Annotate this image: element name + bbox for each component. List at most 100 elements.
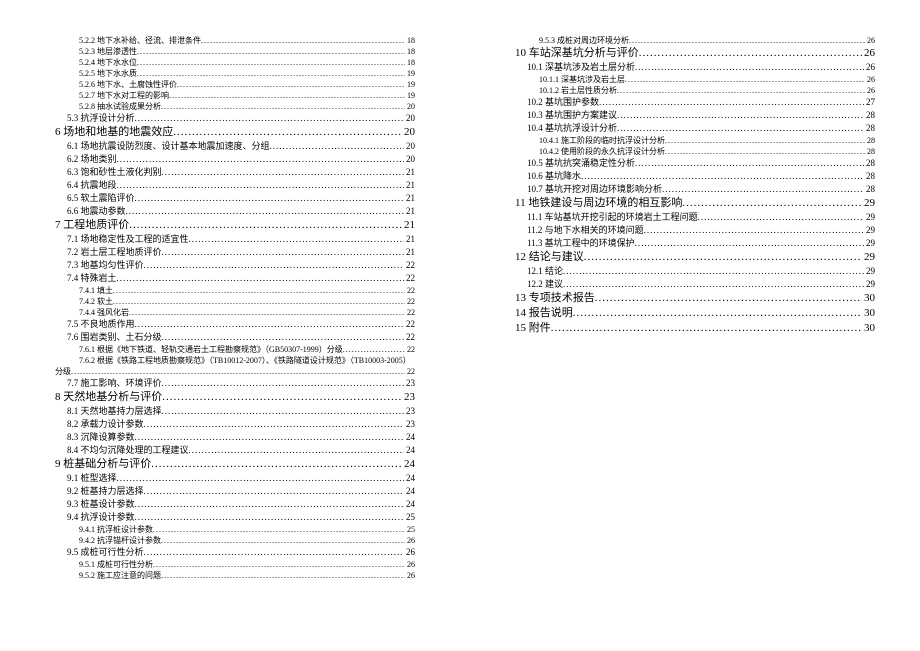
toc-page-number: 20 [404,140,415,153]
toc-page-number: 21 [404,192,415,205]
toc-title: 7.4.1 填土 [79,285,113,296]
toc-title: 9.5.2 施工应注意的问题 [79,570,161,581]
toc-page-number: 23 [404,418,415,431]
toc-page-number: 28 [864,157,875,170]
toc-entry: 11.2 与地下水相关的环境问题29 [515,224,875,237]
toc-page-number: 26 [864,61,875,74]
toc-entry: 6.4 抗震地段 21 [55,179,415,192]
toc-leader-dots [599,96,864,109]
toc-title: 10.4.2 使用阶段的永久抗浮设计分析 [539,146,665,157]
toc-title: 10 车站深基坑分析与评价 [515,46,639,61]
toc-entry: 10.4.1 施工阶段的临时抗浮设计分析28 [515,135,875,146]
toc-leader-dots [665,146,865,157]
toc-entry: 10.7 基坑开挖对周边环境影响分析28 [515,183,875,196]
toc-page-left: 5.2.2 地下水补给、径流、排泄条件185.2.3 地层渗透性185.2.4 … [0,0,460,651]
toc-title: 6.4 抗震地段 [67,179,117,192]
toc-page-right: 9.5.3 成桩对周边环境分析2610 车站深基坑分析与评价2610.1 深基坑… [460,0,920,651]
toc-title: 6.1 场地抗震设防烈度、设计基本地震加速度、分组 [67,140,270,153]
toc-title: 7.5 不良地质作用 [67,318,135,331]
toc-page-number: 22 [404,259,415,272]
toc-entry: 9.5.1 成桩可行性分析26 [55,559,415,570]
toc-title: 10.7 基坑开挖对周边环境影响分析 [527,183,662,196]
toc-entry: 5.3 抗浮设计分析20 [55,112,415,125]
toc-page-number: 21 [404,166,415,179]
toc-page-number: 30 [862,321,875,336]
toc-page-number: 21 [404,179,415,192]
toc-title: 12.2 建议 [527,278,563,291]
toc-title: 14 报告说明 [515,306,573,321]
toc-entry: 7.3 地基均匀性评价22 [55,259,415,272]
toc-leader-dots [135,511,404,524]
toc-leader-dots [129,307,405,318]
toc-entry: 7.6.2 根据《铁路工程地质勘察规范》（TB10012-2007）、《铁路隧道… [55,355,415,366]
toc-page-number: 21 [404,205,415,218]
toc-title: 6.2 场地类别 [67,153,117,166]
toc-title: 5.2.6 地下水、土腐蚀性评价 [79,79,177,90]
toc-title: 7.4 特殊岩土 [67,272,117,285]
toc-leader-dots [144,418,404,431]
toc-entry: 12.2 建议29 [515,278,875,291]
toc-page-number: 22 [405,366,415,377]
toc-entry: 7.1 场地稳定性及工程的适宜性21 [55,233,415,246]
toc-leader-dots [144,259,404,272]
toc-title: 7.7 施工影响、环境评价 [67,377,162,390]
toc-entry: 9.4.1 抗浮桩设计参数25 [55,524,415,535]
toc-leader-dots [153,524,405,535]
toc-page-number: 29 [864,237,875,250]
toc-title: 9.4 抗浮设计参数 [67,511,135,524]
toc-title: 10.1.1 深基坑涉及岩土层 [539,74,625,85]
toc-entry: 12.1 结论29 [515,265,875,278]
toc-title: 10.6 基坑降水 [527,170,581,183]
toc-entry: 13 专项技术报告30 [515,291,875,306]
toc-leader-dots [135,112,404,125]
toc-leader-dots [635,157,864,170]
toc-title: 7.6 围岩类别、土石分级 [67,331,162,344]
toc-page-number: 28 [865,146,875,157]
toc-entry: 6.5 软土震陷评价 21 [55,192,415,205]
toc-title: 13 专项技术报告 [515,291,595,306]
toc-title: 6.5 软土震陷评价 [67,192,135,205]
toc-page-number: 19 [405,68,415,79]
toc-entry: 8.3 沉降设算参数24 [55,431,415,444]
toc-leader-dots [135,192,404,205]
toc-page-number: 20 [404,112,415,125]
toc-page-number: 21 [404,233,415,246]
toc-title: 7.6.1 根据《地下铁道、轻轨交通岩土工程勘察规范》（GB50307-1999… [79,344,343,355]
toc-leader-dots [173,125,402,140]
toc-entry: 10.5 基坑抗突涌稳定性分析28 [515,157,875,170]
toc-title: 9.5 成桩可行性分析 [67,546,144,559]
toc-page-number: 23 [402,390,415,405]
toc-leader-dots [617,109,864,122]
toc-entry: 11.3 基坑工程中的环境保护29 [515,237,875,250]
toc-page-number: 26 [405,570,415,581]
toc-leader-dots [635,237,864,250]
toc-title: 8.4 不均匀沉降处理的工程建议 [67,444,189,457]
toc-title: 7 工程地质评价 [55,218,129,233]
toc-title: 10.1.2 岩土层性质分析 [539,85,617,96]
toc-page-number: 27 [864,96,875,109]
toc-entry: 9.1 桩型选择24 [55,472,415,485]
toc-title: 9.5.3 成桩对周边环境分析 [539,35,629,46]
toc-entry: 8.2 承载力设计参数23 [55,418,415,431]
toc-page-number: 24 [404,431,415,444]
toc-entry: 5.2.3 地层渗透性18 [55,46,415,57]
toc-leader-dots [117,153,404,166]
toc-entry: 10.1.2 岩土层性质分析26 [515,85,875,96]
toc-leader-dots [162,390,402,405]
toc-leader-dots [189,233,404,246]
toc-leader-dots [270,140,404,153]
toc-entry: 11 地铁建设与周边环境的相互影响29 [515,196,875,211]
toc-entry: 6.3 饱和砂性土液化判别21 [55,166,415,179]
toc-leader-dots [551,321,862,336]
toc-page-number: 24 [404,498,415,511]
toc-leader-dots [177,79,405,90]
toc-title: 8.1 天然地基持力层选择 [67,405,162,418]
toc-page-number: 26 [404,546,415,559]
toc-page-number: 29 [862,196,875,211]
toc-leader-dots [113,285,405,296]
toc-entry: 9.4 抗浮设计参数25 [55,511,415,524]
toc-leader-dots [135,318,404,331]
toc-entry: 8.4 不均匀沉降处理的工程建议24 [55,444,415,457]
toc-page-number: 28 [864,122,875,135]
toc-page-number: 22 [404,331,415,344]
